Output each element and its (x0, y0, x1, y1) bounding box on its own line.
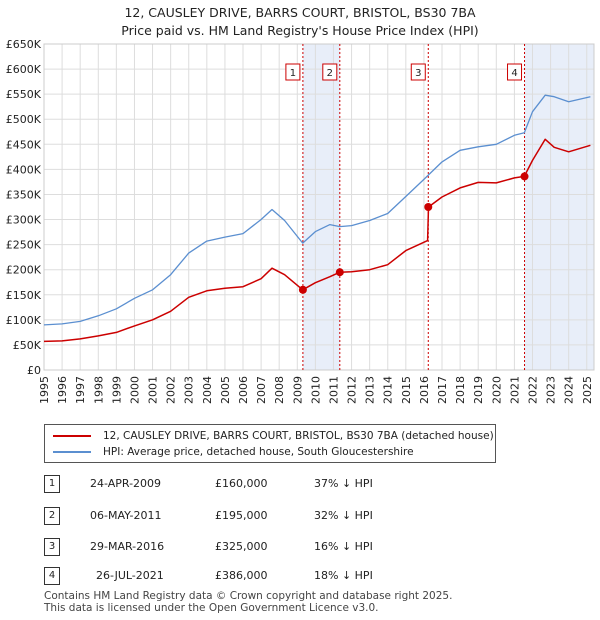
x-tick-label: 2012 (346, 376, 359, 404)
x-tick-label: 2025 (581, 376, 594, 404)
transaction-number: 4 (44, 567, 60, 585)
shaded-period (524, 44, 594, 370)
shaded-period (302, 44, 340, 370)
x-tick-label: 1995 (38, 376, 51, 404)
x-tick-label: 1996 (56, 376, 69, 404)
transaction-row: 4 26-JUL-2021 £386,000 18% ↓ HPI (44, 567, 424, 585)
sale-label-box (322, 63, 338, 81)
transaction-hpi-diff: 32% ↓ HPI (314, 509, 373, 522)
y-tick-label: £450K (6, 138, 42, 151)
sale-point (424, 203, 433, 211)
legend-swatch-hpi (53, 451, 91, 453)
x-tick-label: 2009 (291, 376, 304, 404)
transaction-row: 3 29-MAR-2016 £325,000 16% ↓ HPI (44, 538, 424, 556)
sale-label-box (410, 63, 426, 81)
transaction-hpi-diff: 18% ↓ HPI (314, 569, 373, 582)
y-tick-label: £550K (6, 88, 42, 101)
y-tick-label: £650K (6, 38, 42, 51)
plot-frame (43, 43, 595, 371)
x-tick-label: 2005 (219, 376, 232, 404)
x-tick-label: 2001 (147, 376, 160, 404)
y-tick-label: £150K (6, 289, 42, 302)
transaction-row: 1 24-APR-2009 £160,000 37% ↓ HPI (44, 475, 424, 493)
sale-label-number: 3 (415, 68, 421, 79)
sale-label-box (507, 63, 523, 81)
x-tick-label: 2017 (436, 376, 449, 404)
hpi-line (43, 94, 591, 326)
y-tick-label: £100K (6, 314, 42, 327)
price-chart: 1 2 3 4 £0 £50K £100K £150K £200K £250K £300K £350… (6, 38, 595, 404)
x-tick-label: 1997 (74, 376, 87, 404)
y-tick-label: £600K (6, 63, 42, 76)
footer-notice: Contains HM Land Registry data © Crown c… (44, 590, 452, 614)
sale-point (298, 285, 307, 294)
transaction-date: 29-MAR-2016 (90, 540, 165, 553)
x-tick-label: 1999 (110, 376, 123, 404)
transaction-date: 24-APR-2009 (90, 477, 162, 490)
sale-label-box (285, 63, 301, 81)
x-tick-label: 2008 (273, 376, 286, 404)
transaction-price: £160,000 (215, 477, 268, 490)
sale-label-number: 2 (327, 68, 333, 79)
sale-label-number: 1 (290, 68, 296, 79)
legend-swatch-price (53, 435, 91, 437)
y-tick-label: £0 (27, 364, 41, 377)
legend-item-price: 12, CAUSLEY DRIVE, BARRS COURT, BRISTOL,… (53, 429, 494, 443)
x-tick-label: 2019 (472, 376, 485, 404)
y-tick-label: £200K (6, 264, 42, 277)
legend-label-hpi: HPI: Average price, detached house, Sout… (103, 446, 414, 458)
y-tick-label: £400K (6, 163, 42, 176)
transaction-price: £386,000 (215, 569, 268, 582)
x-tick-label: 2013 (364, 376, 377, 404)
x-tick-label: 2023 (545, 376, 558, 404)
transaction-number: 3 (44, 538, 60, 556)
transaction-number: 2 (44, 507, 60, 525)
x-tick-label: 2010 (309, 376, 322, 404)
sale-point (335, 268, 344, 277)
x-tick-label: 2000 (129, 376, 142, 404)
x-tick-label: 2014 (382, 376, 395, 404)
chart-title-line-2: Price paid vs. HM Land Registry's House … (121, 23, 479, 38)
x-tick-label: 1998 (92, 376, 105, 404)
x-tick-label: 2003 (183, 376, 196, 404)
legend-label-price: 12, CAUSLEY DRIVE, BARRS COURT, BRISTOL,… (103, 430, 494, 442)
x-tick-label: 2024 (563, 376, 576, 404)
transaction-date: 26-JUL-2021 (96, 569, 164, 582)
x-tick-label: 2020 (490, 376, 503, 404)
price-paid-line (43, 138, 591, 343)
sale-point (520, 172, 529, 181)
transaction-hpi-diff: 16% ↓ HPI (314, 540, 373, 553)
transaction-price: £195,000 (215, 509, 268, 522)
footer-license: This data is licensed under the Open Gov… (44, 602, 379, 614)
sale-label-number: 4 (511, 68, 517, 79)
x-tick-label: 2007 (255, 376, 268, 404)
x-tick-label: 2006 (237, 376, 250, 404)
x-tick-label: 2002 (165, 376, 178, 404)
y-tick-label: £50K (13, 339, 42, 352)
y-tick-label: £300K (6, 214, 42, 227)
chart-legend: 12, CAUSLEY DRIVE, BARRS COURT, BRISTOL,… (44, 424, 496, 463)
x-tick-label: 2011 (328, 376, 341, 404)
transaction-date: 06-MAY-2011 (90, 509, 162, 522)
footer-copyright: Contains HM Land Registry data © Crown c… (44, 590, 453, 602)
x-tick-label: 2018 (454, 376, 467, 404)
transaction-price: £325,000 (215, 540, 268, 553)
transaction-hpi-diff: 37% ↓ HPI (314, 477, 373, 490)
legend-item-hpi: HPI: Average price, detached house, Sout… (53, 445, 414, 459)
chart-title-line-1: 12, CAUSLEY DRIVE, BARRS COURT, BRISTOL,… (124, 5, 476, 20)
x-tick-label: 2016 (418, 376, 431, 404)
x-tick-label: 2015 (400, 376, 413, 404)
y-tick-label: £350K (6, 188, 42, 201)
x-tick-label: 2021 (508, 376, 521, 404)
transaction-row: 2 06-MAY-2011 £195,000 32% ↓ HPI (44, 507, 424, 525)
x-tick-label: 2022 (527, 376, 540, 404)
y-tick-label: £500K (6, 113, 42, 126)
y-tick-label: £250K (6, 239, 42, 252)
transaction-number: 1 (44, 475, 60, 493)
x-tick-label: 2004 (201, 376, 214, 404)
